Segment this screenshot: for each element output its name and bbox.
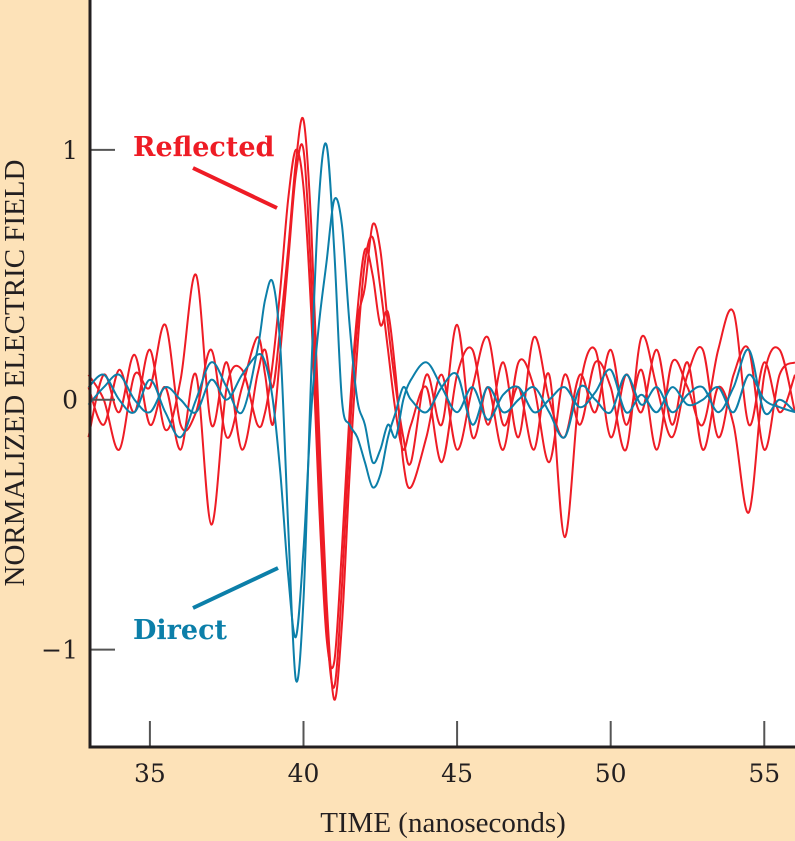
reflected-leader-line	[192, 166, 278, 210]
x-tick-label: 45	[441, 759, 473, 788]
x-axis-title: TIME (nanoseconds)	[320, 807, 566, 839]
reflected-series-line	[87, 143, 795, 689]
ticks-layer: 35 40 45 50 55 1 0 −1	[41, 136, 780, 788]
y-axis-title: NORMALIZED ELECTRIC FIELD	[0, 160, 31, 587]
direct-label: Direct	[133, 615, 228, 646]
plot-area	[90, 0, 795, 747]
x-tick-label: 55	[748, 759, 780, 788]
y-tick-label: 0	[62, 386, 78, 415]
reflected-label: Reflected	[133, 132, 275, 163]
direct-series-line	[87, 197, 795, 639]
direct-series-line	[87, 142, 795, 683]
y-tick-label: 1	[62, 136, 78, 165]
direct-leader-line	[192, 566, 279, 610]
y-tick-label: −1	[41, 636, 78, 665]
x-tick-label: 40	[288, 759, 320, 788]
reflected-series-line	[87, 116, 795, 701]
series-layer	[87, 116, 795, 701]
x-tick-label: 50	[595, 759, 627, 788]
x-tick-label: 35	[134, 759, 166, 788]
